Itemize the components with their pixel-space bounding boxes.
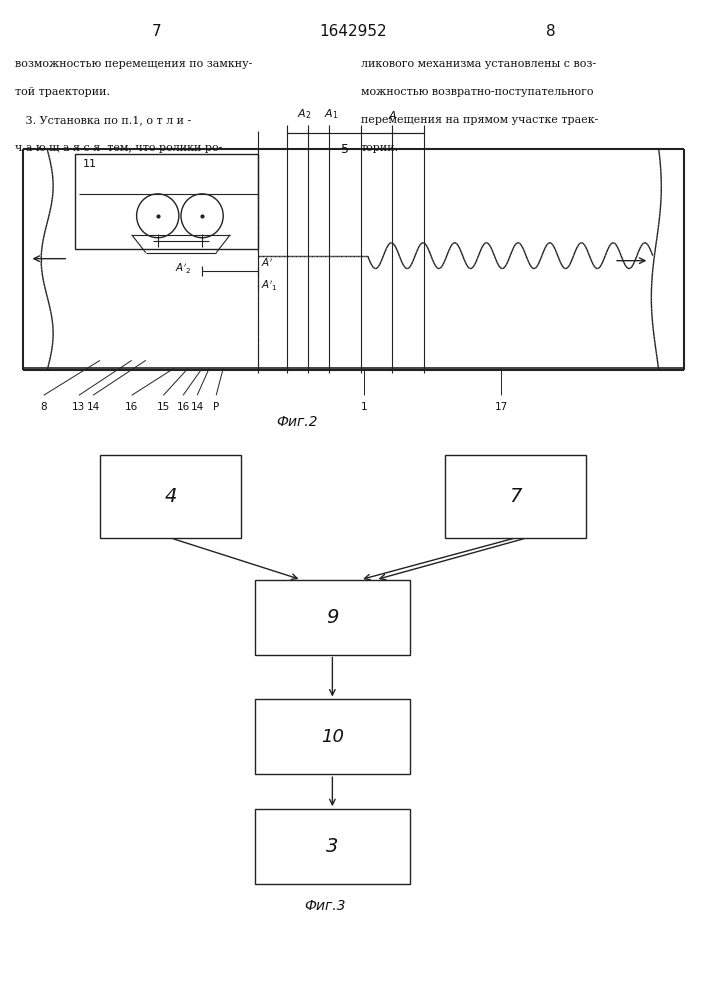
Text: 9: 9: [326, 608, 339, 627]
Bar: [76, 154, 259, 249]
Text: 3. Установка по п.1, о т л и -: 3. Установка по п.1, о т л и -: [16, 115, 192, 125]
Bar: [445, 455, 586, 538]
Text: 16: 16: [125, 402, 139, 412]
Text: $A'$: $A'$: [261, 256, 273, 269]
Text: Фиг.2: Фиг.2: [276, 415, 318, 429]
Text: можностью возвратно-поступательного: можностью возвратно-поступательного: [361, 87, 593, 97]
Text: 11: 11: [83, 159, 96, 169]
Text: 3: 3: [326, 837, 339, 856]
Bar: [255, 699, 410, 774]
Text: 14: 14: [191, 402, 204, 412]
Text: $A_2$: $A_2$: [297, 107, 311, 121]
Text: $A'_1$: $A'_1$: [261, 278, 277, 293]
Text: 5: 5: [341, 143, 349, 156]
Bar: [100, 455, 241, 538]
Text: 13: 13: [72, 402, 86, 412]
Text: $A$: $A$: [387, 109, 397, 121]
Text: 10: 10: [321, 728, 344, 746]
Text: $A_1$: $A_1$: [324, 107, 338, 121]
Text: 15: 15: [157, 402, 170, 412]
Text: возможностью перемещения по замкну-: возможностью перемещения по замкну-: [16, 59, 253, 69]
Text: 1642952: 1642952: [320, 24, 387, 39]
Text: Фиг.3: Фиг.3: [305, 899, 346, 913]
Text: 14: 14: [86, 402, 100, 412]
Text: 7: 7: [509, 487, 522, 506]
Text: P: P: [213, 402, 219, 412]
Bar: [255, 580, 410, 655]
Bar: [255, 809, 410, 884]
Text: 8: 8: [546, 24, 556, 39]
Text: 7: 7: [151, 24, 161, 39]
Text: $A'_2$: $A'_2$: [175, 262, 192, 276]
Text: 17: 17: [495, 402, 508, 412]
Text: 1: 1: [361, 402, 368, 412]
Text: тории.: тории.: [361, 143, 399, 153]
Text: 16: 16: [177, 402, 189, 412]
Text: ликового механизма установлены с воз-: ликового механизма установлены с воз-: [361, 59, 596, 69]
Text: той траектории.: той траектории.: [16, 87, 110, 97]
Text: ч а ю щ а я с я  тем, что ролики ро-: ч а ю щ а я с я тем, что ролики ро-: [16, 143, 223, 153]
Text: 4: 4: [164, 487, 177, 506]
Text: перемещения на прямом участке траек-: перемещения на прямом участке траек-: [361, 115, 598, 125]
Text: 8: 8: [40, 402, 47, 412]
